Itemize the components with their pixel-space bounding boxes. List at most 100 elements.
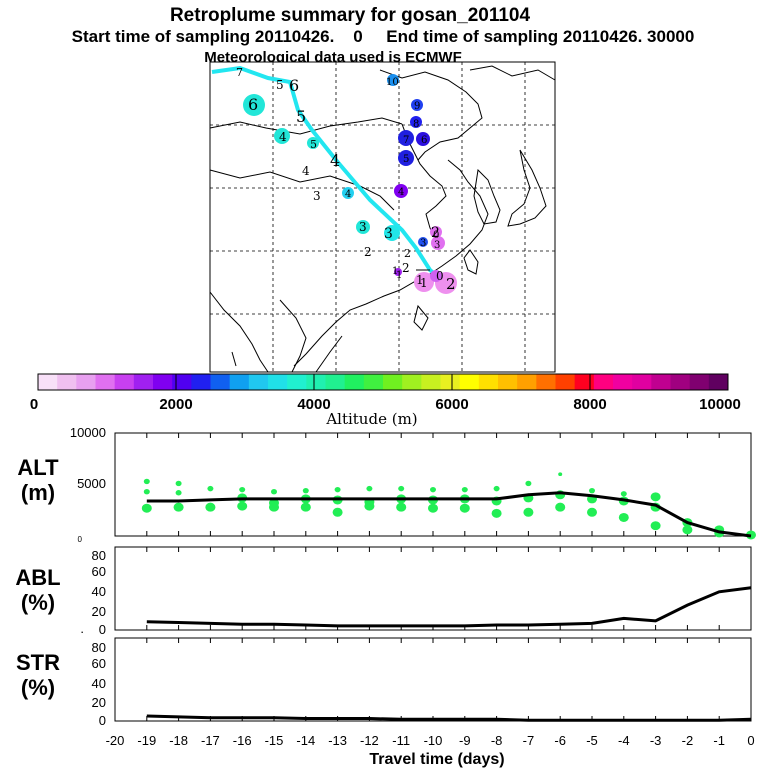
plume-cluster-markers: [243, 74, 457, 294]
alt-plume-dot: [493, 485, 500, 492]
x-tick-label: -6: [554, 733, 566, 748]
x-tick-label: -15: [265, 733, 284, 748]
svg-text:5: 5: [296, 107, 306, 126]
svg-text:4: 4: [330, 151, 340, 170]
x-tick-label: -3: [650, 733, 662, 748]
altitude-colorbar: 0 2000 4000 6000 8000 10000 Altitude (m): [30, 373, 741, 428]
colorbar-cell: [114, 374, 135, 390]
str-y-tick: 0: [99, 713, 106, 728]
colorbar-cell: [402, 374, 422, 390]
sampling-time-subtitle: Start time of sampling 20110426. 0 End t…: [72, 27, 695, 46]
alt-plume-dot: [207, 485, 214, 492]
colorbar-cell: [287, 374, 307, 390]
svg-text:1: 1: [420, 276, 428, 290]
colorbar-cell: [325, 374, 346, 390]
svg-text:4: 4: [345, 189, 351, 200]
svg-text:3: 3: [420, 238, 426, 249]
svg-text:2: 2: [446, 275, 456, 293]
svg-text:7: 7: [403, 135, 409, 146]
x-tick-label: -11: [392, 733, 410, 748]
svg-text:10: 10: [386, 77, 399, 88]
svg-text:0: 0: [433, 230, 439, 241]
str-y-tick: 20: [92, 695, 106, 710]
alt-plume-dot: [461, 486, 468, 493]
colorbar-cell: [248, 374, 269, 390]
alt-plume-dot: [682, 525, 693, 535]
alt-plume-dot: [141, 503, 152, 513]
colorbar-cell: [670, 374, 691, 390]
svg-text:4: 4: [302, 164, 310, 178]
colorbar-cell: [306, 374, 326, 390]
alt-plume-dot: [428, 503, 438, 513]
svg-text:3: 3: [359, 220, 367, 234]
abl-panel-label: ABL: [15, 565, 60, 590]
svg-text:7: 7: [236, 66, 243, 79]
svg-text:6: 6: [248, 95, 258, 114]
alt-plume-dot: [300, 502, 311, 512]
colorbar-cell: [574, 374, 595, 390]
alt-plume-dot: [558, 472, 563, 477]
alt-y-tick: 10000: [70, 425, 106, 440]
x-tick-label: -13: [328, 733, 347, 748]
str-panel-unit: (%): [21, 675, 55, 700]
x-axis-title: Travel time (days): [369, 751, 504, 768]
svg-text:5: 5: [276, 78, 284, 92]
x-tick-label: -17: [201, 733, 220, 748]
x-tick-label: -2: [682, 733, 694, 748]
alt-plume-dot: [334, 486, 341, 493]
alt-panel-frame: [114, 432, 752, 537]
abl-panel-frame: [114, 546, 752, 631]
svg-text:4: 4: [279, 130, 287, 144]
alt-plume-dot: [525, 480, 532, 487]
alt-plume-dot: [269, 502, 279, 512]
alt-plume-dot: [143, 489, 150, 495]
abl-y-tick: 20: [92, 604, 106, 619]
abl-y-tick-labels: 80 60 40 20 0: [92, 548, 106, 637]
colorbar-tick: 8000: [573, 396, 606, 413]
alt-plume-dot: [364, 501, 375, 511]
alt-plume-dot: [491, 508, 502, 518]
alt-plume-dot: [589, 487, 595, 494]
colorbar-cell: [632, 374, 652, 390]
alt-plume-dot: [143, 478, 150, 485]
colorbar-cell: [229, 374, 250, 390]
alt-plume-dot: [459, 503, 470, 513]
x-tick-label: -1: [713, 733, 725, 748]
svg-text:6: 6: [421, 135, 427, 146]
colorbar-tick: 4000: [297, 396, 330, 413]
alt-plume-dot: [587, 507, 597, 517]
x-tick-label: -14: [296, 733, 315, 748]
svg-text:3: 3: [384, 226, 393, 242]
colorbar-cell: [38, 374, 58, 390]
alt-y-tick: 5000: [77, 476, 106, 491]
colorbar-cell: [555, 374, 576, 390]
svg-text:6: 6: [289, 76, 299, 95]
colorbar-cell: [421, 374, 441, 390]
colorbar-major-ticks: [175, 374, 591, 390]
figure-title: Retroplume summary for gosan_201104: [170, 5, 531, 26]
colorbar-tick: 2000: [159, 396, 192, 413]
series-line-abl: [146, 586, 752, 628]
colorbar-cell: [459, 374, 480, 390]
colorbar-cell: [613, 374, 633, 390]
colorbar-tick: 10000: [699, 396, 741, 413]
colorbar-tick: 0: [30, 396, 38, 413]
alt-plume-dot: [332, 507, 343, 517]
series-lines: [146, 491, 752, 722]
str-y-tick-labels: 80 60 40 20 0: [92, 640, 106, 728]
colorbar-cell: [268, 374, 288, 390]
x-tick-label: -8: [491, 733, 503, 748]
colorbar-cell: [153, 374, 173, 390]
abl-y-tick: 60: [92, 564, 106, 579]
svg-text:1: 1: [392, 266, 398, 277]
x-tick-label: -12: [360, 733, 379, 748]
x-tick-label: -18: [169, 733, 188, 748]
series-line-alt: [146, 491, 752, 538]
alt-plume-dot: [175, 480, 182, 487]
alt-panel-label: ALT: [17, 455, 59, 480]
colorbar-cell: [478, 374, 499, 390]
abl-zero-mark: ·: [80, 624, 84, 639]
alt-plume-dot: [618, 512, 629, 522]
svg-text:5: 5: [310, 138, 317, 151]
